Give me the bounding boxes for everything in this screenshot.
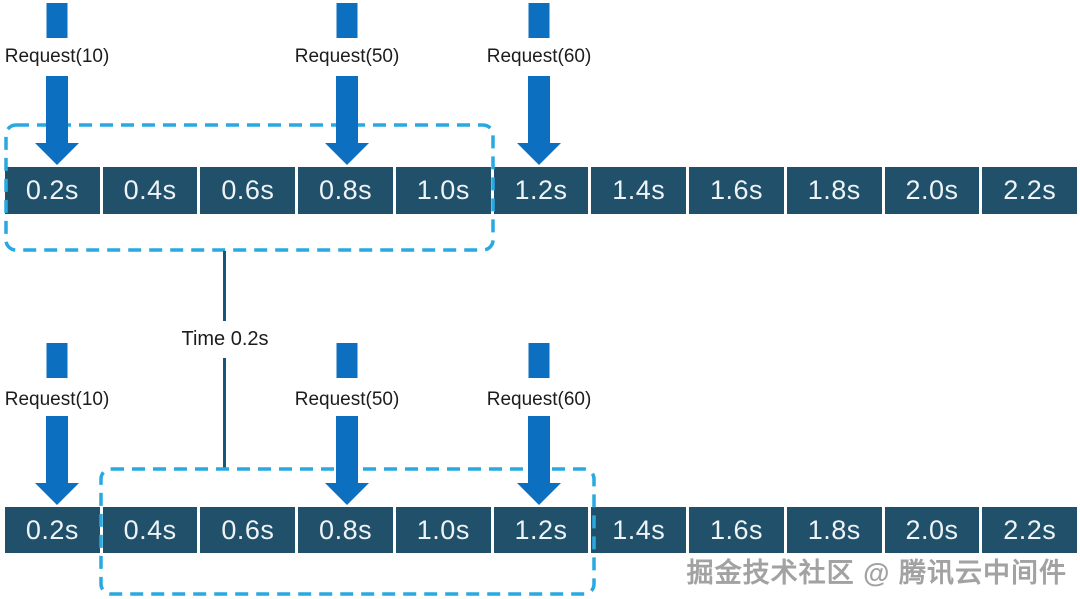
arrow-shaft (46, 76, 68, 143)
timeline-cell: 0.4s (102, 507, 198, 553)
down-arrow-icon (35, 76, 79, 165)
request-marker-bottom-2: Request(50) (277, 340, 417, 508)
request-label: Request(60) (486, 46, 592, 67)
arrow-shaft (336, 416, 358, 483)
arrow-head (517, 483, 561, 505)
timeline-cell: 1.2s (493, 507, 589, 553)
request-tick-icon (336, 343, 358, 378)
down-arrow-icon (517, 416, 561, 505)
timeline-cell: 1.0s (395, 507, 491, 553)
timeline-cell: 2.2s (982, 507, 1078, 553)
arrow-head (325, 143, 369, 165)
arrow-shaft (46, 416, 68, 483)
arrow-head (517, 143, 561, 165)
arrow-head (35, 143, 79, 165)
down-arrow-icon (35, 416, 79, 505)
timeline-cell: 0.6s (200, 507, 296, 553)
arrow-shaft (336, 76, 358, 143)
window-shift-line-lower (223, 358, 226, 468)
request-marker-top-2: Request(50) (277, 0, 417, 168)
timeline-cell: 0.6s (200, 167, 296, 214)
timeline-cell: 1.0s (395, 167, 491, 214)
request-marker-top-3: Request(60) (469, 0, 609, 168)
request-label: Request(10) (4, 46, 110, 67)
timeline-cell: 1.8s (786, 167, 882, 214)
request-tick-icon (46, 343, 68, 378)
request-label: Request(60) (486, 389, 592, 410)
request-marker-bottom-1: Request(10) (0, 340, 127, 508)
timeline-cell: 1.4s (591, 167, 687, 214)
arrow-shaft (528, 76, 550, 143)
request-label: Request(50) (294, 389, 400, 410)
timeline-cell: 0.2s (5, 507, 100, 553)
timeline-cell: 2.0s (884, 167, 980, 214)
down-arrow-icon (517, 76, 561, 165)
window-shift-label: Time 0.2s (155, 328, 295, 351)
timeline-cell: 0.2s (5, 167, 100, 214)
request-tick-icon (46, 3, 68, 38)
timeline-cell: 0.8s (298, 167, 393, 214)
timeline-cell: 2.2s (982, 167, 1078, 214)
timeline-cell: 1.6s (689, 167, 784, 214)
down-arrow-icon (325, 416, 369, 505)
down-arrow-icon (325, 76, 369, 165)
timeline-cell: 0.8s (298, 507, 393, 553)
request-label: Request(50) (294, 46, 400, 67)
timeline-cell: 1.2s (493, 167, 589, 214)
timeline-cell: 2.0s (884, 507, 980, 553)
request-tick-icon (528, 3, 550, 38)
timeline-cell: 1.4s (591, 507, 687, 553)
request-marker-top-1: Request(10) (0, 0, 127, 168)
arrow-shaft (528, 416, 550, 483)
arrow-head (325, 483, 369, 505)
sliding-window-box-top (4, 123, 495, 252)
dashed-window-outline (4, 123, 495, 252)
timeline-bottom: 0.2s 0.4s 0.6s 0.8s 1.0s 1.2s 1.4s 1.6s … (5, 507, 1078, 553)
watermark: 掘金技术社区 @ 腾讯云中间件 (686, 558, 1067, 588)
window-shift-line-upper (223, 251, 226, 321)
timeline-cell: 1.6s (689, 507, 784, 553)
timeline-cell: 1.8s (786, 507, 882, 553)
request-tick-icon (336, 3, 358, 38)
arrow-head (35, 483, 79, 505)
request-marker-bottom-3: Request(60) (469, 340, 609, 508)
request-label: Request(10) (4, 389, 110, 410)
timeline-cell: 0.4s (102, 167, 198, 214)
timeline-top: 0.2s 0.4s 0.6s 0.8s 1.0s 1.2s 1.4s 1.6s … (5, 167, 1078, 214)
request-tick-icon (528, 343, 550, 378)
